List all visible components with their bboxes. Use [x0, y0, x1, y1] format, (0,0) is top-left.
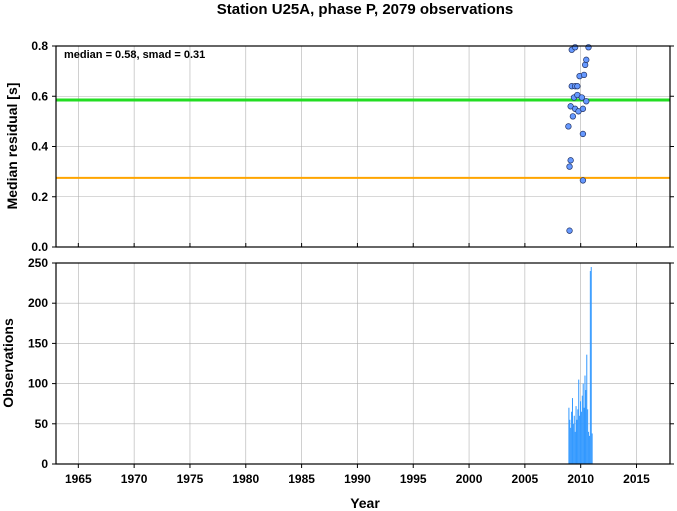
bottom-y-tick-label: 100 [28, 377, 48, 391]
histogram-bar [570, 427, 572, 464]
histogram-bar [580, 411, 582, 464]
bottom-y-tick-label: 50 [35, 417, 49, 431]
x-tick-label: 2005 [512, 472, 539, 486]
x-tick-label: 2015 [623, 472, 650, 486]
data-point [569, 113, 577, 120]
top-ticks: 0.0 0.2 0.4 0.6 0.8 [31, 39, 674, 254]
data-point [582, 61, 589, 68]
bottom-y-tick-label: 250 [28, 256, 48, 270]
histogram-bar [571, 411, 573, 464]
data-point [571, 44, 579, 51]
histogram-bar [571, 398, 573, 464]
bottom-y-tick-label: 200 [28, 296, 48, 310]
top-y-tick-label: 0.6 [31, 89, 48, 103]
histogram-bar [587, 409, 589, 464]
histogram-bar [586, 354, 588, 464]
bottom-histogram-bars [568, 267, 593, 464]
histogram-bar [591, 433, 593, 464]
stats-annotation: median = 0.58, smad = 0.31 [64, 49, 205, 61]
bottom-y-axis-label: Observations [0, 318, 16, 408]
top-reference-lines [56, 98, 670, 179]
data-point [578, 94, 585, 101]
bottom-y-tick-label: 0 [41, 457, 48, 471]
x-tick-label: 1965 [65, 472, 92, 486]
histogram-bar [584, 375, 586, 464]
top-y-tick-label: 0.8 [31, 39, 48, 53]
histogram-bar [581, 395, 583, 464]
histogram-bar [589, 271, 591, 464]
data-point [565, 123, 572, 130]
data-point [580, 71, 588, 79]
x-axis-label: Year [350, 495, 380, 511]
x-tick-label: 2010 [567, 472, 594, 486]
histogram-bar [585, 390, 587, 464]
top-y-tick-label: 0.4 [31, 140, 48, 154]
histogram-bar [583, 407, 585, 464]
data-point [585, 44, 592, 51]
histogram-bar [590, 267, 592, 464]
x-tick-label: 1975 [177, 472, 204, 486]
histogram-bar [575, 406, 577, 464]
data-point [567, 157, 574, 164]
x-tick-label: 1985 [288, 472, 315, 486]
x-tick-label: 2000 [456, 472, 483, 486]
data-point [583, 56, 590, 63]
data-point [579, 130, 587, 138]
histogram-bar [573, 415, 575, 464]
x-tick-label: 1990 [344, 472, 371, 486]
chart-title: Station U25A, phase P, 2079 observations [217, 1, 514, 18]
x-tick-label: 1995 [400, 472, 427, 486]
bottom-y-tick-label: 150 [28, 336, 48, 350]
data-point [574, 83, 581, 90]
histogram-bar [576, 419, 578, 464]
histogram-bar [577, 409, 579, 464]
histogram-bar [568, 407, 570, 464]
histogram-bar [579, 415, 581, 464]
top-y-axis-label: Median residual [s] [4, 83, 20, 210]
histogram-bar [582, 383, 584, 464]
histogram-bar [572, 423, 574, 464]
histogram-bar [588, 435, 590, 464]
x-tick-label: 1980 [232, 472, 259, 486]
data-point [566, 227, 573, 234]
bottom-ticks: 1965 1970 1975 1980 1985 1990 1995 2000 2005 2010… [28, 256, 674, 486]
data-point [579, 105, 587, 112]
histogram-bar [574, 431, 576, 464]
histogram-bar [580, 401, 582, 464]
histogram-bar [588, 431, 590, 464]
top-y-tick-label: 0.0 [31, 240, 48, 254]
histogram-bar [569, 419, 571, 464]
top-y-tick-label: 0.2 [31, 190, 48, 204]
top-data-points [565, 44, 592, 234]
bottom-plot-frame [55, 262, 671, 465]
data-point [566, 163, 573, 170]
data-point [583, 98, 590, 105]
data-point [579, 177, 587, 184]
x-tick-label: 1970 [121, 472, 148, 486]
histogram-bar [578, 379, 580, 464]
